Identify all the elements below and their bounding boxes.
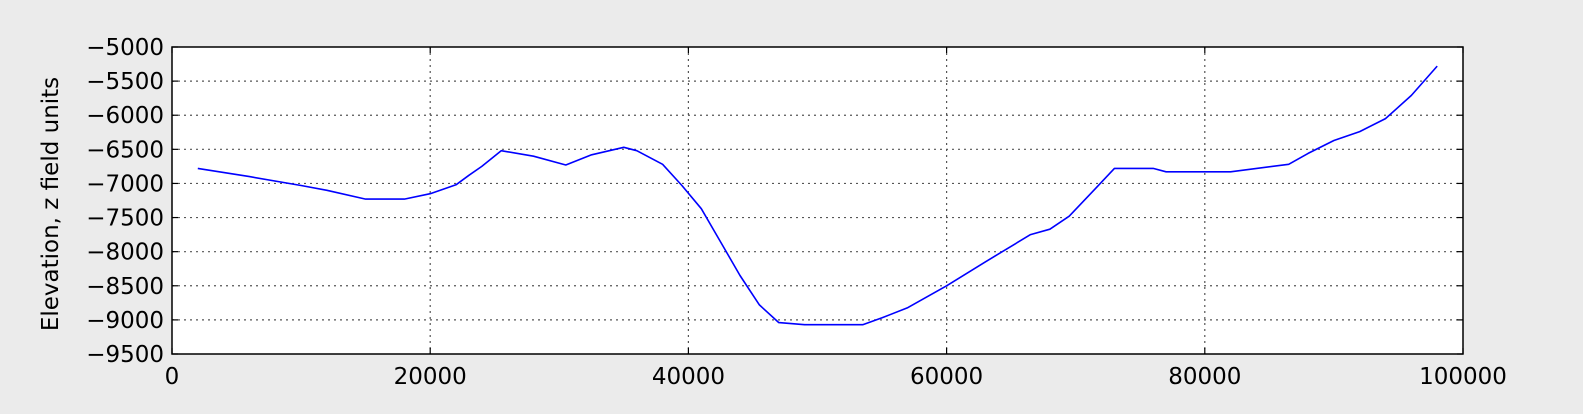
y-tick-label: −6500 <box>86 137 164 163</box>
x-tick-label: 0 <box>165 364 180 390</box>
gridlines <box>172 47 1463 354</box>
x-tick-label: 40000 <box>652 364 725 390</box>
y-tick-label: −8500 <box>86 274 164 300</box>
y-tick-label: −7500 <box>86 206 164 232</box>
x-tick-label: 100000 <box>1419 364 1507 390</box>
y-tick-label: −9000 <box>86 308 164 334</box>
y-tick-label: −7000 <box>86 171 164 197</box>
y-tick-label: −8000 <box>86 240 164 266</box>
y-tick-label: −5000 <box>86 35 164 61</box>
y-tick-labels: −5000 −5500 −6000 −6500 −7000 −7500 −8000 −8500… <box>86 35 164 368</box>
y-axis-label: Elevation, z field units <box>38 77 64 331</box>
x-tick-label: 80000 <box>1168 364 1241 390</box>
x-tick-labels: 0 20000 40000 60000 80000 100000 <box>165 364 1507 390</box>
x-tick-label: 60000 <box>910 364 983 390</box>
series-layer <box>197 65 1438 326</box>
series-line <box>197 65 1438 326</box>
plot-area <box>172 47 1463 354</box>
y-tick-label: −6000 <box>86 103 164 129</box>
plot-frame <box>171 46 1464 355</box>
y-tick-label: −9500 <box>86 342 164 368</box>
x-tick-label: 20000 <box>394 364 467 390</box>
y-tick-label: −5500 <box>86 69 164 95</box>
